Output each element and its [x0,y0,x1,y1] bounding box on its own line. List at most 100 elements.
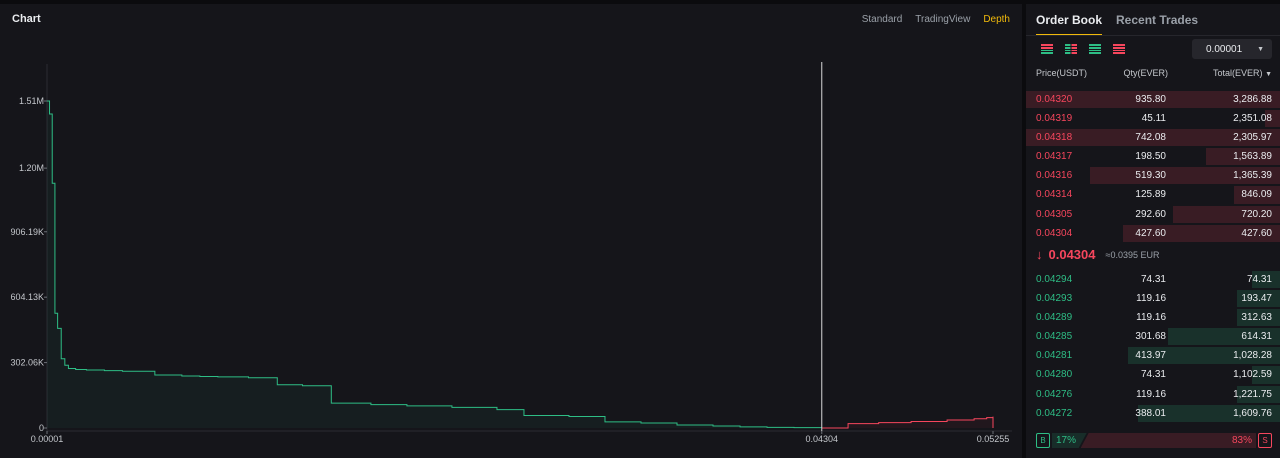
ask-price: 0.04319 [1036,113,1073,125]
ask-row[interactable]: 0.04318 742.08 2,305.97 [1026,128,1280,147]
bid-qty: 388.01 [1135,407,1166,419]
bid-rows: 0.04294 74.31 74.31 0.04293 119.16 193.47 0.04… [1026,270,1280,423]
ask-total: 1,365.39 [1233,170,1272,182]
ask-depth-bar [1089,167,1280,185]
orderbook-tabs: Order Book Recent Trades [1036,13,1198,36]
bid-total: 193.47 [1241,293,1272,305]
ask-depth-bar [1173,205,1280,223]
ask-row[interactable]: 0.04314 125.89 846.09 [1026,185,1280,204]
bid-depth-area [47,101,822,428]
tab-recent-trades[interactable]: Recent Trades [1116,13,1199,27]
precision-select[interactable]: 0.00001 ▼ [1192,39,1272,59]
bid-row[interactable]: 0.04293 119.16 193.47 [1026,289,1280,308]
header-total[interactable]: Total(EVER) ▼ [1213,68,1272,78]
layout-bids-only-icon[interactable] [1088,42,1102,56]
sell-ratio: 83% [1080,433,1256,448]
depth-chart[interactable]: 0 302.06K 604.13K 906.19K 1.20M 1.51M 0.00001 0… [0,4,1022,458]
ask-qty: 125.89 [1135,189,1166,201]
ask-total: 846.09 [1241,189,1272,201]
y-tick-label: 0 [39,423,44,433]
bid-qty: 301.68 [1135,331,1166,343]
ask-row[interactable]: 0.04319 45.11 2,351.08 [1026,109,1280,128]
bid-row[interactable]: 0.04289 119.16 312.63 [1026,308,1280,327]
ask-qty: 45.11 [1141,113,1166,125]
ask-row[interactable]: 0.04305 292.60 720.20 [1026,205,1280,224]
tab-depth[interactable]: Depth [983,14,1010,25]
sell-badge: S [1258,433,1272,448]
ask-qty: 742.08 [1135,132,1166,144]
bid-row[interactable]: 0.04280 74.31 1,102.59 [1026,365,1280,384]
bid-qty: 119.16 [1136,293,1166,305]
bid-qty: 74.31 [1140,369,1166,381]
ask-row[interactable]: 0.04304 427.60 427.60 [1026,224,1280,243]
bid-depth-bar [1127,347,1280,365]
bid-price: 0.04280 [1036,369,1073,381]
arrow-down-icon: ↓ [1036,247,1043,262]
bid-row[interactable]: 0.04276 119.16 1,221.75 [1026,385,1280,404]
ask-price: 0.04305 [1036,208,1073,220]
tab-tradingview[interactable]: TradingView [915,14,971,25]
ask-total: 3,286.88 [1233,94,1272,105]
bid-total: 1,221.75 [1233,388,1272,400]
layout-both-icon[interactable] [1040,42,1054,56]
layout-columns-icon[interactable] [1064,42,1078,56]
header-price: Price(USDT) [1036,68,1087,78]
ask-price: 0.04318 [1036,132,1073,144]
ask-qty: 935.80 [1135,94,1166,105]
ask-price: 0.04320 [1036,94,1073,105]
buy-ratio: 17% [1052,433,1087,448]
bid-total: 312.63 [1241,312,1272,324]
bid-row[interactable]: 0.04294 74.31 74.31 [1026,270,1280,289]
ask-total: 2,305.97 [1233,132,1272,144]
chevron-down-icon: ▼ [1257,45,1264,53]
bid-row[interactable]: 0.04281 413.97 1,028.28 [1026,346,1280,365]
bid-depth-line [47,100,822,429]
last-price-fiat: ≈0.0395 EUR [1105,249,1160,260]
x-tick-label: 0.00001 [31,434,64,444]
ask-rows: 0.04320 935.80 3,286.88 0.04319 45.11 2,351.0… [1026,90,1280,243]
ask-depth-bar [1234,186,1280,204]
bid-qty: 413.97 [1135,350,1166,362]
ask-depth-bar [1026,129,1280,147]
ask-price: 0.04304 [1036,227,1073,239]
ask-row[interactable]: 0.04317 198.50 1,563.89 [1026,147,1280,166]
precision-value: 0.00001 [1206,43,1243,55]
bid-total: 1,102.59 [1233,369,1272,381]
ask-row[interactable]: 0.04316 519.30 1,365.39 [1026,166,1280,185]
ask-depth-bar [1264,110,1280,128]
ask-depth-bar [1206,148,1280,166]
ask-qty: 519.30 [1135,170,1166,182]
last-price-value: 0.04304 [1048,247,1096,262]
layout-toggle-group [1040,42,1126,56]
y-tick-label: 906.19K [10,227,44,237]
ask-qty: 198.50 [1135,151,1166,163]
bid-total: 1,028.28 [1233,350,1272,362]
bid-qty: 119.16 [1136,312,1166,324]
layout-asks-only-icon[interactable] [1112,42,1126,56]
buy-sell-ratio: B 17% 83% S [1036,433,1272,449]
bid-row[interactable]: 0.04285 301.68 614.31 [1026,327,1280,346]
ratio-bar: 17% 83% [1052,433,1256,448]
x-tick-label: 0.05255 [977,434,1010,444]
last-price: ↓ 0.04304 ≈0.0395 EUR [1036,247,1159,262]
y-tick-label: 1.51M [19,96,44,106]
buy-badge: B [1036,433,1050,448]
ask-qty: 292.60 [1135,208,1166,220]
bid-price: 0.04276 [1036,388,1073,400]
tab-order-book[interactable]: Order Book [1036,13,1103,36]
bid-depth-bar [1252,271,1280,289]
bid-qty: 119.16 [1136,388,1166,400]
ask-depth-bar [1026,91,1280,109]
tab-standard[interactable]: Standard [861,14,903,25]
bid-depth-bar [1168,328,1280,346]
y-tick-label: 302.06K [10,358,44,368]
bid-depth-bar [1236,309,1280,327]
bid-depth-bar [1236,385,1280,403]
ask-row[interactable]: 0.04320 935.80 3,286.88 [1026,90,1280,109]
header-total-label: Total(EVER) [1213,68,1263,78]
caret-down-icon: ▼ [1265,71,1272,78]
bid-total: 1,609.76 [1233,407,1272,419]
x-tick-label: 0.04304 [805,434,838,444]
bid-row[interactable]: 0.04272 388.01 1,609.76 [1026,404,1280,423]
bid-depth-bar [1252,366,1280,384]
